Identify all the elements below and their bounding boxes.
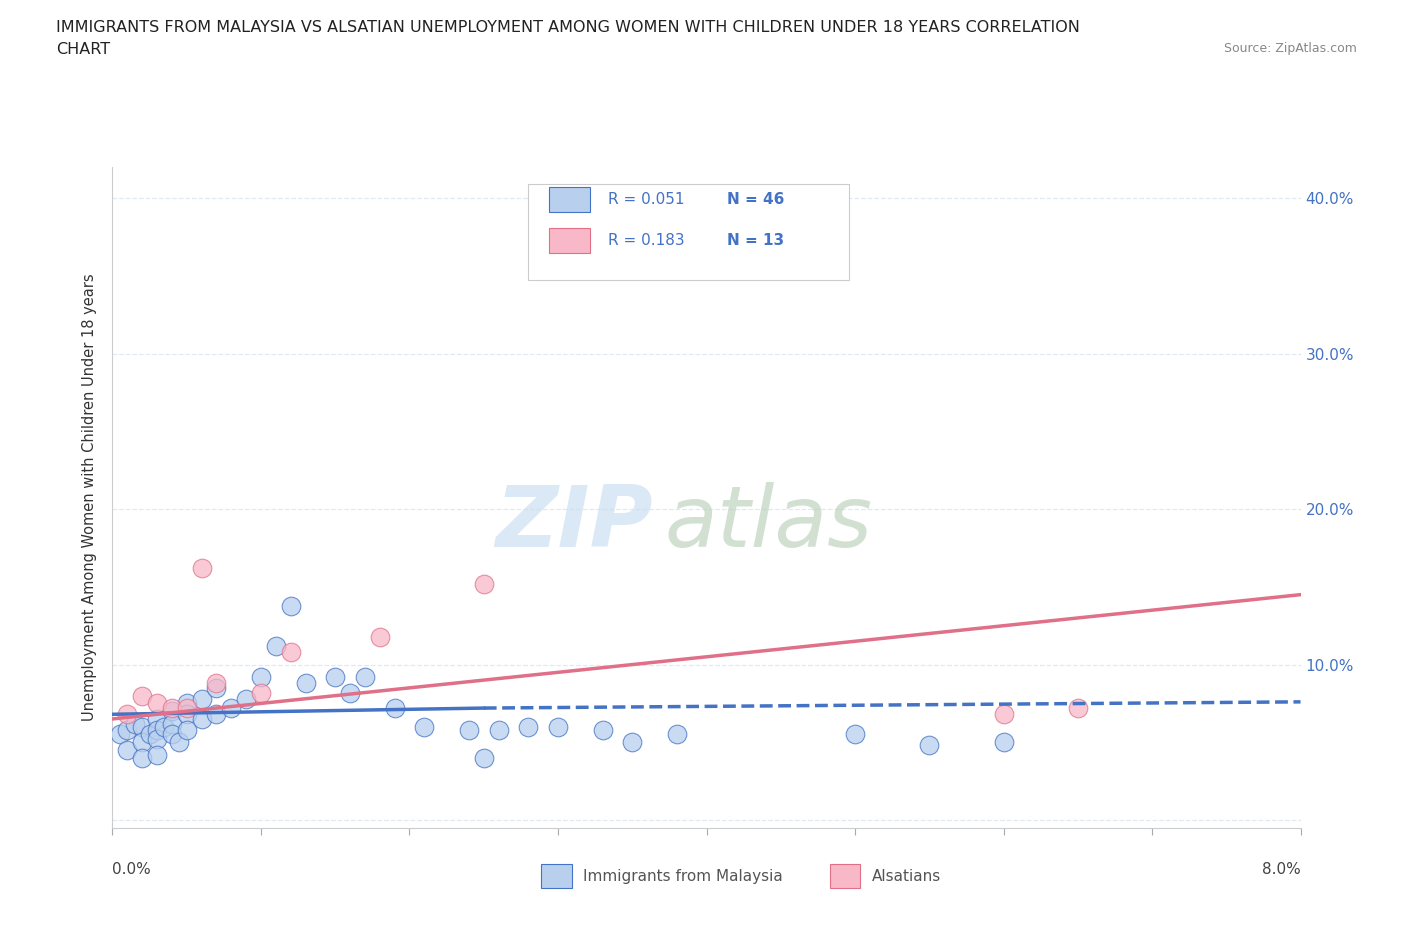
Point <box>117 723 139 737</box>
Text: N = 13: N = 13 <box>727 233 783 248</box>
Point <box>280 644 302 659</box>
Point <box>621 735 644 750</box>
Point <box>131 688 153 703</box>
Point <box>138 727 160 742</box>
Point <box>131 719 153 734</box>
Point <box>124 716 146 731</box>
Point <box>517 719 540 734</box>
Text: 8.0%: 8.0% <box>1261 862 1301 877</box>
Point <box>472 577 495 591</box>
Text: Alsatians: Alsatians <box>872 869 941 883</box>
Point <box>205 676 228 691</box>
Point <box>323 670 346 684</box>
Point <box>176 707 198 722</box>
FancyBboxPatch shape <box>548 187 591 212</box>
Point <box>146 711 169 726</box>
Text: IMMIGRANTS FROM MALAYSIA VS ALSATIAN UNEMPLOYMENT AMONG WOMEN WITH CHILDREN UNDE: IMMIGRANTS FROM MALAYSIA VS ALSATIAN UNE… <box>56 20 1080 35</box>
Point <box>169 735 191 750</box>
Point <box>250 670 273 684</box>
Point <box>368 630 391 644</box>
Point <box>219 700 243 715</box>
Text: ZIP: ZIP <box>495 483 652 565</box>
Point <box>250 685 273 700</box>
Point <box>665 727 688 742</box>
Point <box>205 681 228 696</box>
Point <box>547 719 569 734</box>
Text: 0.0%: 0.0% <box>112 862 152 877</box>
Text: N = 46: N = 46 <box>727 193 785 207</box>
Text: CHART: CHART <box>56 42 110 57</box>
Text: atlas: atlas <box>665 483 873 565</box>
Point <box>146 723 169 737</box>
Point <box>458 723 481 737</box>
Point <box>354 670 377 684</box>
Point <box>993 735 1015 750</box>
Point <box>384 700 406 715</box>
Point <box>146 696 169 711</box>
Point <box>1067 700 1090 715</box>
Point <box>592 723 614 737</box>
Point <box>131 751 153 765</box>
Point <box>205 707 228 722</box>
Point <box>146 732 169 747</box>
Point <box>176 696 198 711</box>
Y-axis label: Unemployment Among Women with Children Under 18 years: Unemployment Among Women with Children U… <box>82 273 97 722</box>
FancyBboxPatch shape <box>548 228 591 253</box>
Point <box>190 691 212 706</box>
Point <box>190 711 212 726</box>
Point <box>235 691 257 706</box>
Point <box>153 719 176 734</box>
Point <box>176 723 198 737</box>
Point <box>488 723 510 737</box>
FancyBboxPatch shape <box>529 184 849 280</box>
Point <box>294 676 316 691</box>
Point <box>918 737 941 752</box>
Text: Immigrants from Malaysia: Immigrants from Malaysia <box>583 869 783 883</box>
Text: R = 0.183: R = 0.183 <box>607 233 685 248</box>
Point <box>993 707 1015 722</box>
Point <box>117 742 139 757</box>
Text: R = 0.051: R = 0.051 <box>607 193 685 207</box>
Point <box>117 707 139 722</box>
Point <box>160 716 183 731</box>
Point <box>160 704 183 719</box>
Point <box>176 700 198 715</box>
Point <box>131 735 153 750</box>
Point <box>844 727 866 742</box>
Point <box>280 598 302 613</box>
Text: Source: ZipAtlas.com: Source: ZipAtlas.com <box>1223 42 1357 55</box>
Point <box>339 685 361 700</box>
Point <box>264 639 287 654</box>
Point <box>160 727 183 742</box>
Point <box>190 561 212 576</box>
Point <box>413 719 436 734</box>
Point <box>146 747 169 762</box>
Point <box>472 751 495 765</box>
Point <box>160 700 183 715</box>
Point <box>108 727 131 742</box>
